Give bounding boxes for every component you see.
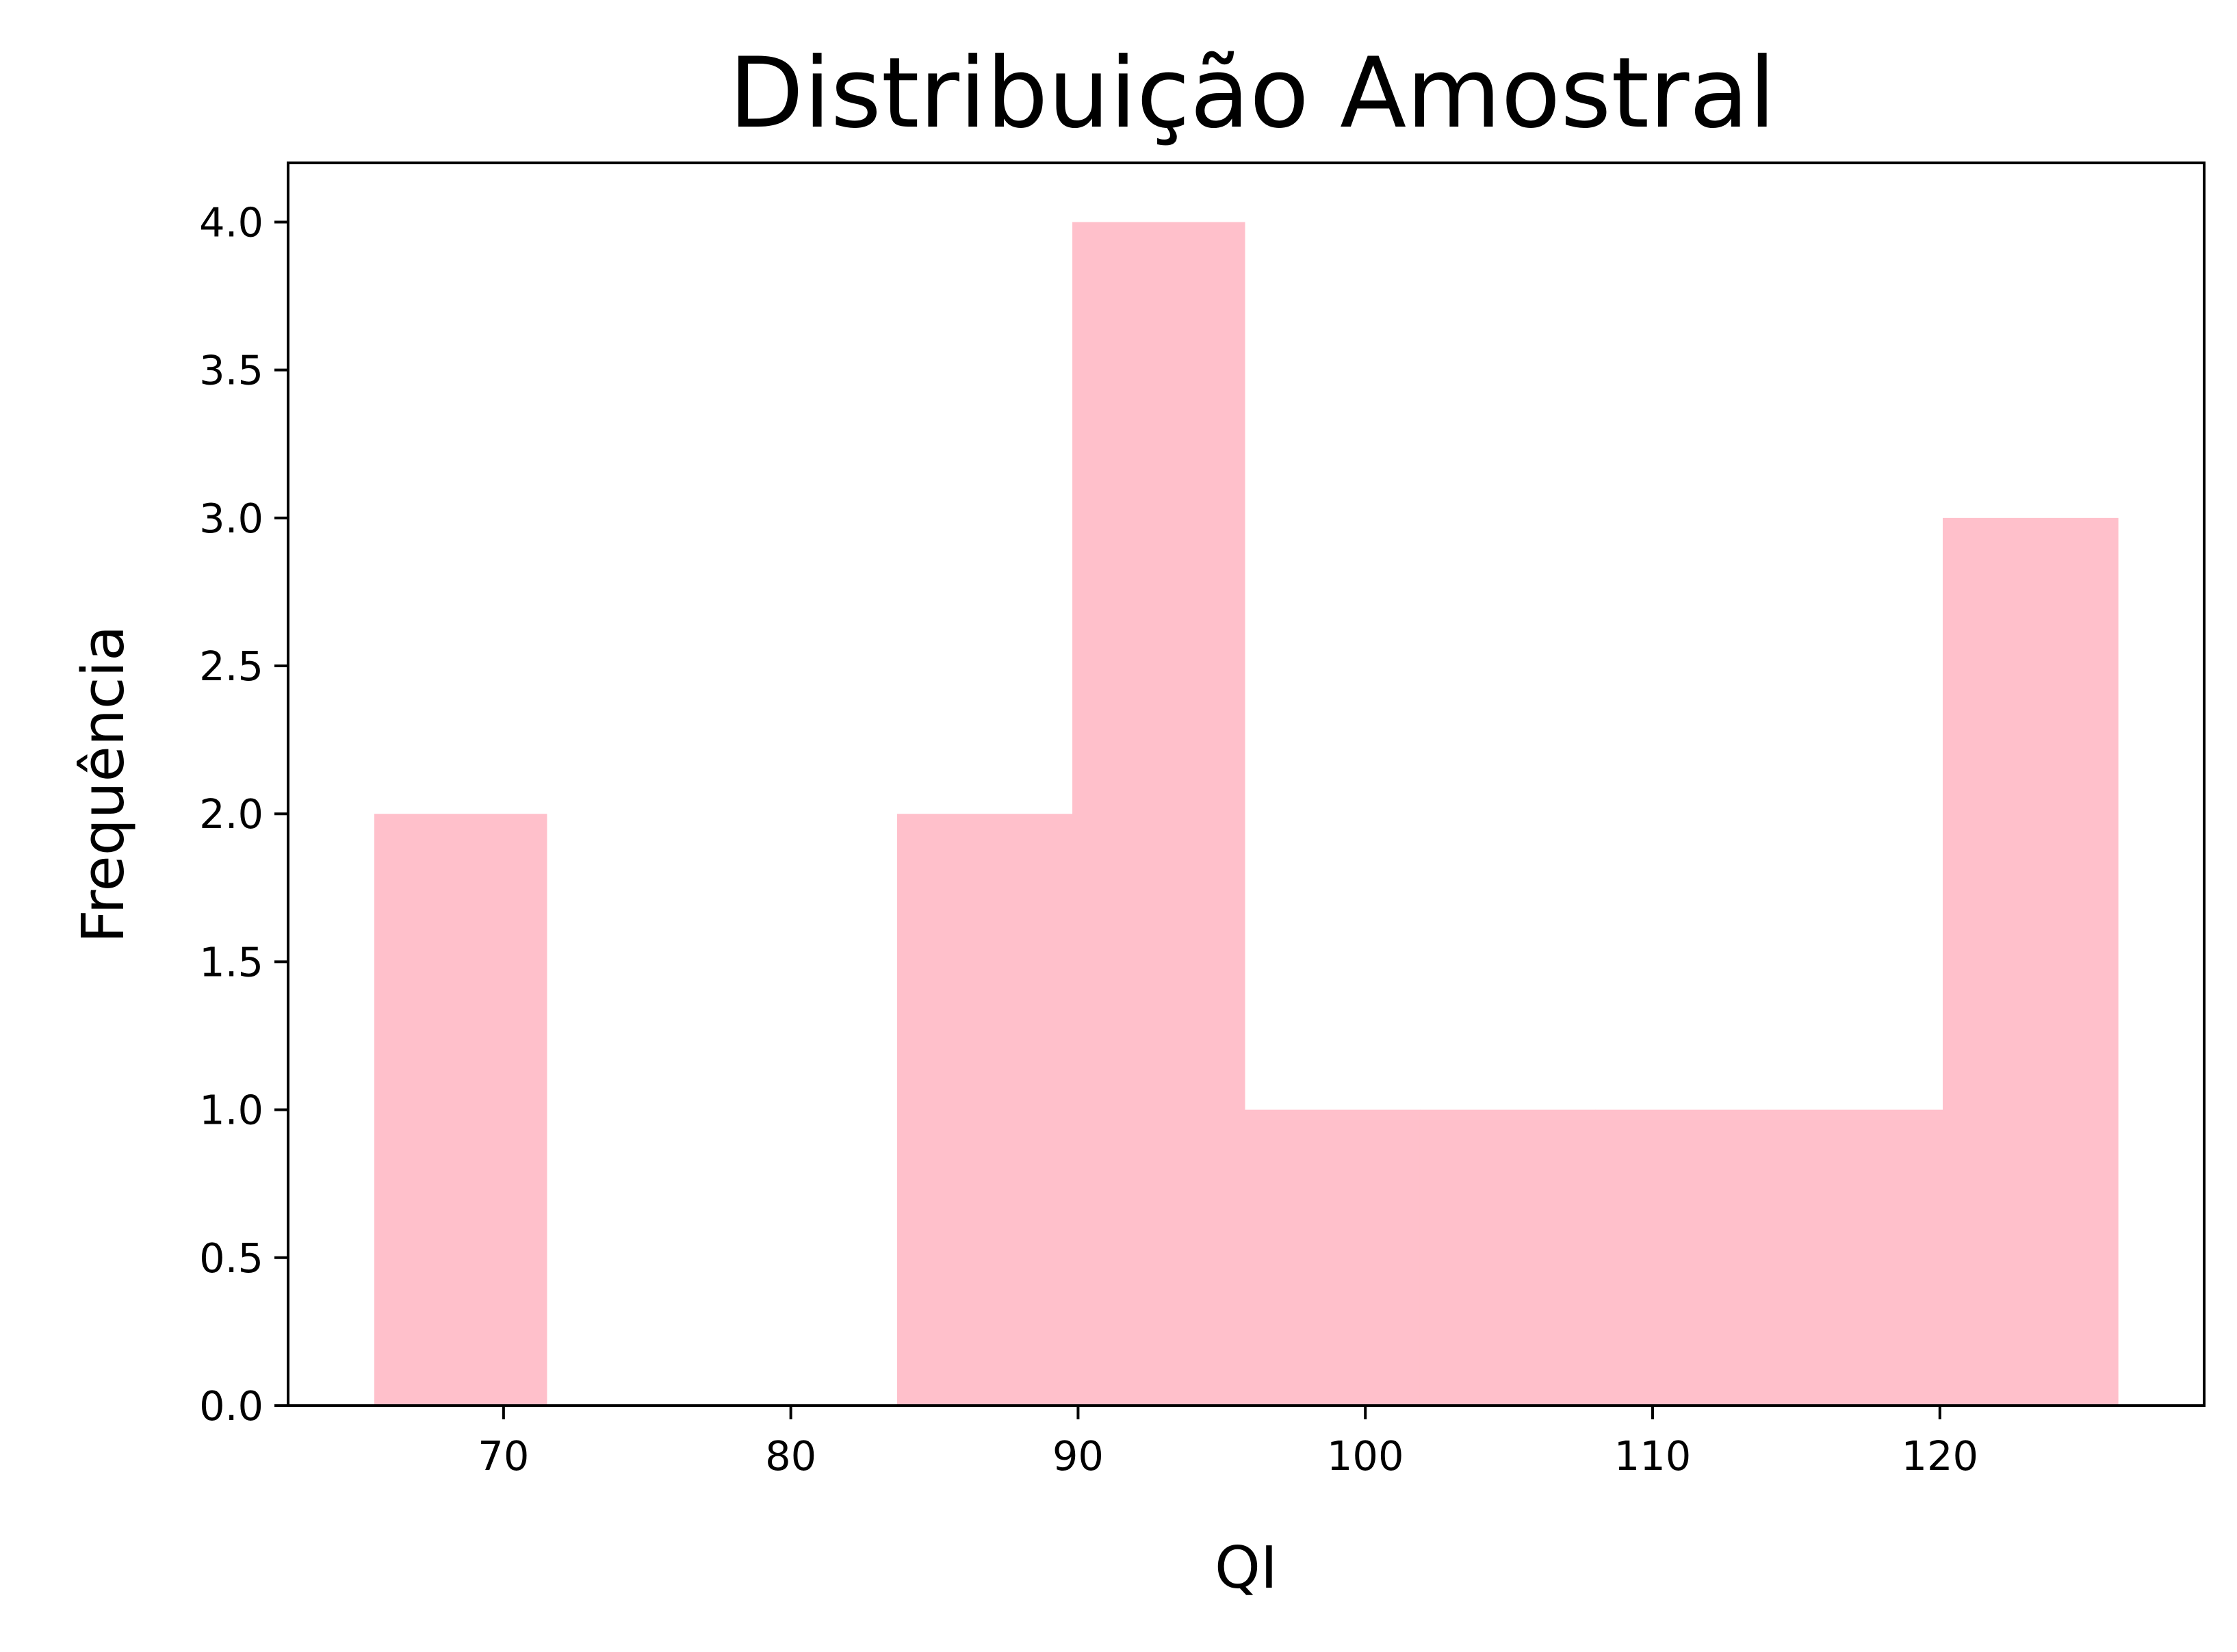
x-tick-label: 120 (1901, 1432, 1978, 1480)
histogram-bar-6 (1419, 1109, 1596, 1406)
x-tick-label: 110 (1614, 1432, 1692, 1480)
x-axis: 70 80 90 100 110 120 (478, 1406, 1978, 1480)
y-tick-label: 4.0 (199, 198, 263, 246)
y-axis: 0.0 0.5 1.0 1.5 2.0 2.5 3.0 3.5 4.0 (199, 198, 288, 1430)
y-tick-label: 0.5 (199, 1235, 263, 1282)
y-tick-label: 2.5 (199, 643, 263, 690)
histogram-bar-3 (896, 814, 1073, 1406)
histogram-bar-7 (1595, 1109, 1768, 1406)
y-tick-label: 1.0 (199, 1087, 263, 1134)
x-tick-label: 70 (478, 1432, 529, 1480)
histogram-bar-0 (374, 814, 547, 1406)
x-tick-label: 90 (1052, 1432, 1104, 1480)
x-tick-label: 80 (765, 1432, 816, 1480)
histogram-bar-9 (1942, 517, 2119, 1406)
x-axis-label: QI (1215, 1534, 1278, 1602)
y-tick-label: 1.5 (199, 938, 263, 985)
y-tick-label: 3.0 (199, 495, 263, 542)
histogram-bar-8 (1767, 1109, 1943, 1406)
y-tick-label: 2.0 (199, 790, 263, 838)
histogram-bar-4 (1072, 222, 1245, 1406)
bars-layer (374, 222, 2119, 1406)
y-axis-label: Frequência (70, 625, 138, 944)
chart-title: Distribuição Amostral (729, 37, 1776, 150)
x-tick-label: 100 (1327, 1432, 1404, 1480)
y-tick-label: 0.0 (199, 1382, 263, 1430)
plot-frame (287, 162, 2206, 1407)
histogram-bar-5 (1244, 1109, 1421, 1406)
y-tick-label: 3.5 (199, 347, 263, 394)
